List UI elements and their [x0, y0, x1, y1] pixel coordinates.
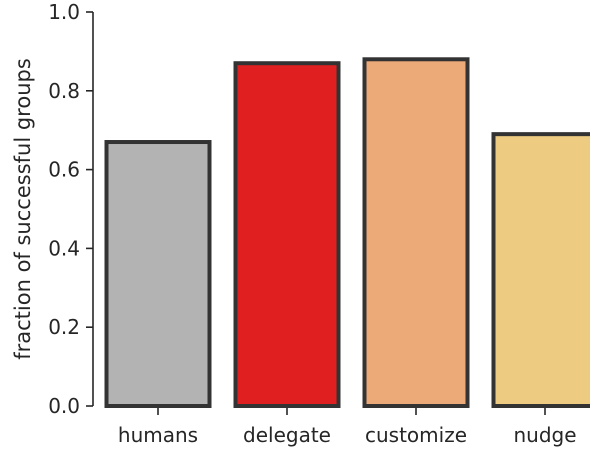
y-tick-label: 0.0	[48, 394, 80, 418]
x-tick-label-customize: customize	[365, 423, 467, 447]
x-tick-label-delegate: delegate	[243, 423, 331, 447]
y-ticks-group: 0.0 0.2 0.4 0.6 0.8 1.0	[48, 0, 93, 418]
y-tick-label: 0.2	[48, 315, 80, 339]
y-axis-label: fraction of successful groups	[11, 58, 35, 360]
x-tick-label-nudge: nudge	[513, 423, 576, 447]
y-tick-label: 1.0	[48, 0, 80, 24]
y-tick-label: 0.8	[48, 79, 80, 103]
bar-nudge	[491, 132, 590, 408]
bar-customize	[362, 57, 470, 408]
bar-delegate	[233, 61, 341, 408]
bar-humans	[104, 140, 212, 409]
y-tick-label: 0.6	[48, 158, 80, 182]
x-tick-label-humans: humans	[118, 423, 198, 447]
y-tick-label: 0.4	[48, 236, 80, 260]
x-ticks-group: humans delegate customize nudge	[118, 408, 577, 447]
bars-group	[104, 57, 590, 409]
